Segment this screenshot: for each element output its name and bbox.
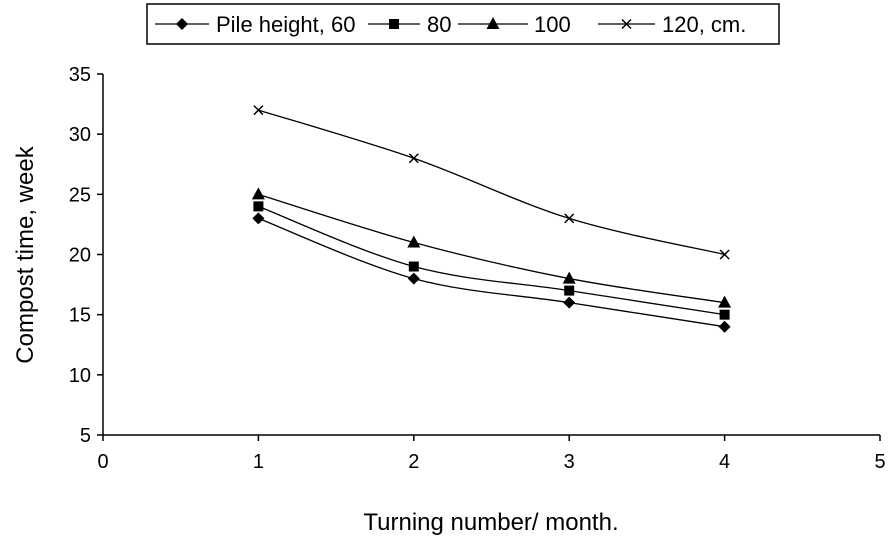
x-tick-label: 0 [97,451,108,473]
series-group [251,105,732,333]
legend-label: Pile height, 60 [216,12,355,37]
y-tick-label: 25 [69,184,91,206]
data-point [564,213,575,224]
x-tick-label: 1 [253,451,264,473]
data-point [718,295,732,308]
series-3 [251,187,732,308]
legend-item: Pile height, 60 [155,12,355,37]
data-point [562,271,576,284]
x-tick-label: 2 [408,451,419,473]
data-point [251,187,265,200]
series-4 [253,105,730,260]
legend-label: 100 [534,12,571,37]
legend-marker [486,17,500,29]
x-tick-label: 5 [874,451,885,473]
data-point [253,201,264,212]
legend-marker [621,18,632,30]
data-point [563,296,576,309]
y-tick-label: 30 [69,124,91,146]
data-point [564,285,575,296]
data-point [719,249,730,260]
y-tick-label: 20 [69,245,91,267]
y-tick-label: 10 [69,365,91,387]
series-1 [252,212,731,333]
legend-label: 80 [427,12,451,37]
legend: Pile height, 60 80 100 120, cm. [155,12,746,37]
y-tick-label: 5 [80,425,91,447]
y-tick-label: 15 [69,305,91,327]
legend-item: 80 [368,12,451,37]
series-line [258,205,725,316]
data-point [252,212,265,225]
series-2 [253,201,730,320]
series-line [258,193,725,304]
y-tick-label: 35 [69,64,91,86]
series-line [258,109,725,256]
data-point [408,261,419,272]
legend-marker [176,18,188,30]
data-point [719,309,730,320]
x-axis-title: Turning number/ month. [363,509,618,536]
legend-item: 100 [458,12,571,37]
x-tick-label: 4 [719,451,730,473]
data-point [407,235,421,248]
data-point [407,272,420,285]
data-point [253,105,264,116]
legend-label: 120, cm. [662,12,746,37]
x-tick-label: 3 [564,451,575,473]
legend-marker [389,19,399,29]
y-axis-ticks: 5 10 15 20 25 30 35 [69,64,103,447]
data-point [408,153,419,164]
x-axis-ticks: 0 1 2 3 4 5 [97,435,886,473]
legend-item: 120, cm. [598,12,746,37]
y-axis-title: Compost time, week [12,145,39,363]
series-line [258,217,725,328]
data-point [718,320,731,333]
